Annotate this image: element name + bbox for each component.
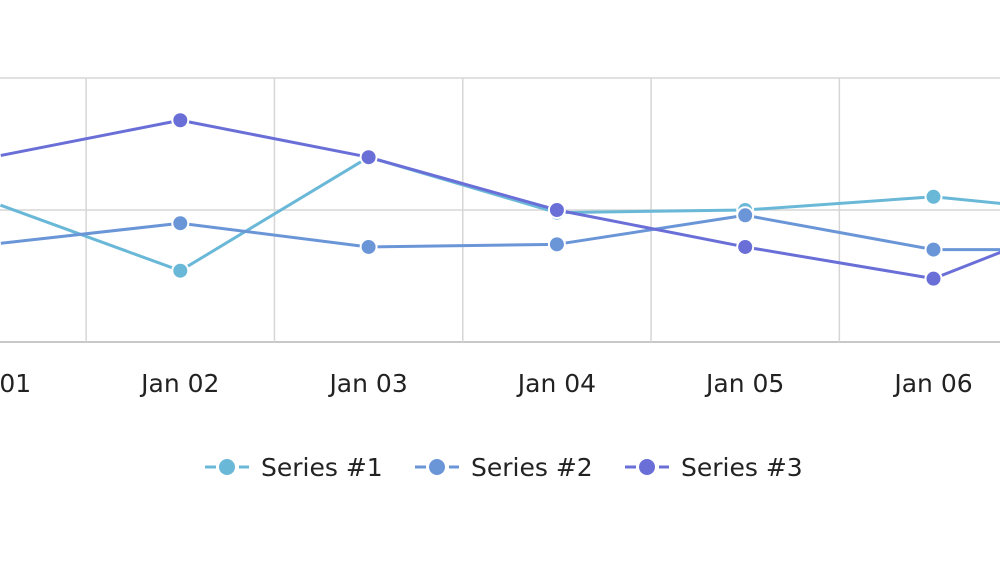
data-point-series-2-jan-02[interactable]: [171, 214, 190, 233]
data-point-series-2-jan-04[interactable]: [547, 235, 566, 254]
series-line-series-2: [0, 213, 1000, 252]
x-tick-label-jan-05: Jan 05: [704, 369, 784, 398]
data-point-series-3-jan-05[interactable]: [736, 237, 755, 256]
data-point-series-3-jan-02[interactable]: [171, 111, 190, 130]
legend-label: Series #1: [261, 453, 383, 482]
legend-marker-icon: [639, 459, 655, 475]
chart-series: [0, 111, 1000, 288]
data-point-series-1-jan-06[interactable]: [924, 187, 943, 206]
x-tick-label-jan-06: Jan 06: [892, 369, 972, 398]
legend-marker-icon: [429, 459, 445, 475]
data-point-series-3-jan-04[interactable]: [547, 201, 566, 219]
x-tick-label-jan-02: Jan 02: [139, 369, 219, 398]
legend-label: Series #2: [471, 453, 593, 482]
legend-marker-icon: [219, 459, 235, 475]
data-point-series-2-jan-05[interactable]: [736, 206, 755, 225]
data-point-series-2-jan-06[interactable]: [924, 240, 943, 259]
data-point-series-3-jan-06[interactable]: [924, 269, 943, 288]
legend-label: Series #3: [681, 453, 803, 482]
series-series-1: [0, 148, 1000, 280]
x-tick-label-jan-01: Jan 01: [0, 369, 31, 398]
series-line-series-1: [0, 155, 1000, 273]
legend-item-series-1[interactable]: Series #1: [205, 453, 383, 482]
data-point-series-1-jan-02[interactable]: [171, 261, 190, 280]
series-series-2: [0, 206, 1000, 259]
legend-item-series-2[interactable]: Series #2: [415, 453, 593, 482]
x-tick-label-jan-03: Jan 03: [327, 369, 407, 398]
chart-grid: [0, 77, 1000, 343]
chart-legend: Series #1 Series #2 Series #3: [205, 453, 803, 482]
data-point-series-2-jan-03[interactable]: [359, 237, 378, 256]
series-line-series-3: [0, 118, 1000, 281]
legend-item-series-3[interactable]: Series #3: [625, 453, 803, 482]
series-series-3: [0, 111, 1000, 288]
data-point-series-3-jan-03[interactable]: [359, 148, 378, 167]
x-tick-label-jan-04: Jan 04: [516, 369, 596, 398]
